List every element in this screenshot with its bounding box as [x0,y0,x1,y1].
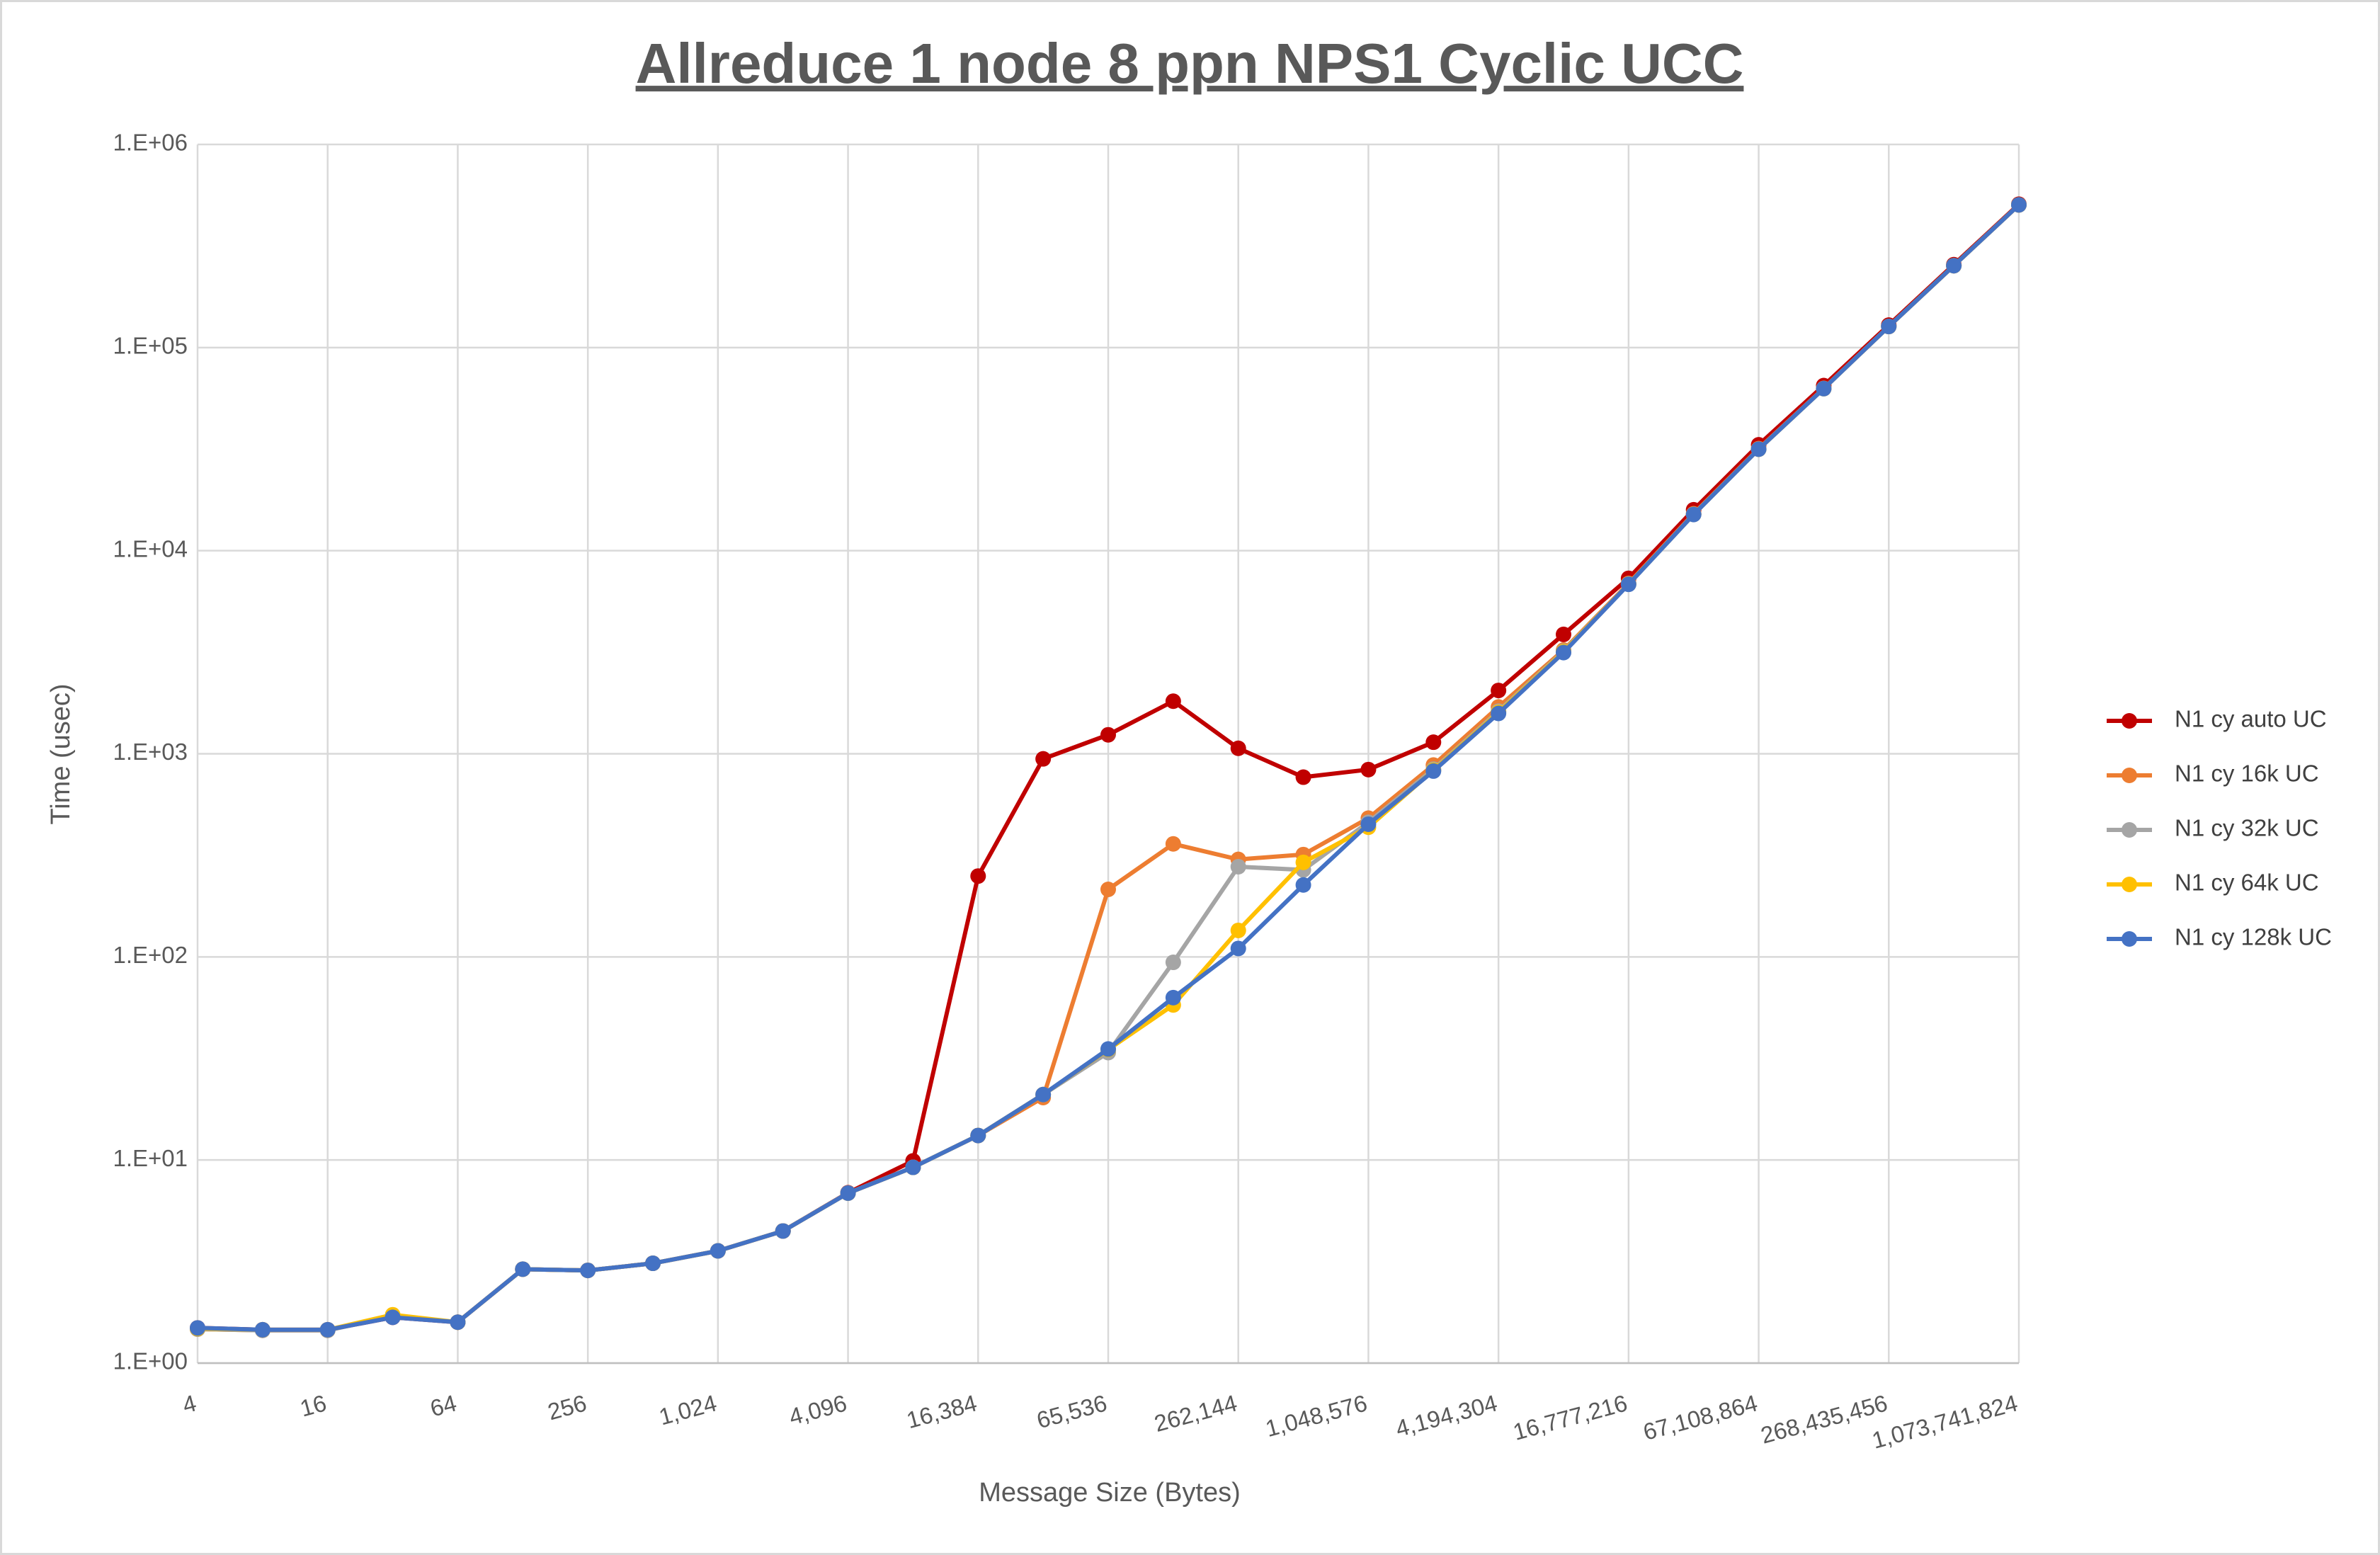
data-point [1165,955,1181,971]
data-point [385,1309,401,1326]
data-point [775,1223,791,1239]
data-point [450,1314,466,1331]
data-point [1165,836,1181,852]
data-point [1556,644,1571,661]
data-point [1230,858,1246,875]
legend-label: N1 cy auto UC [2175,706,2327,732]
y-tick-label: 1.E+03 [113,739,188,765]
data-point [1816,380,1832,397]
data-point [1100,1041,1116,1057]
legend-marker [2122,877,2137,892]
data-point [515,1261,531,1277]
y-tick-label: 1.E+02 [113,942,188,968]
data-point [1881,319,1897,335]
data-point [254,1321,271,1338]
data-point [1685,506,1702,523]
data-point [1035,1086,1052,1103]
data-point [190,1320,205,1336]
y-tick-label: 1.E+00 [113,1348,188,1374]
legend-label: N1 cy 64k UC [2175,870,2319,896]
data-point [1165,693,1181,710]
legend-label: N1 cy 16k UC [2175,761,2319,787]
data-point [1556,626,1571,642]
legend-label: N1 cy 128k UC [2175,924,2332,950]
data-point [970,1127,986,1144]
data-point [1620,576,1636,593]
y-tick-label: 1.E+04 [113,535,188,562]
data-point [970,868,986,884]
data-point [319,1321,336,1338]
y-axis-title: Time (usec) [46,683,76,824]
y-tick-label: 1.E+06 [113,130,188,156]
data-point [1100,881,1116,897]
data-point [1491,683,1507,699]
data-point [1425,763,1442,779]
data-point [1230,740,1246,756]
legend-marker [2122,713,2137,729]
data-point [1295,854,1311,870]
data-point [1750,441,1767,457]
data-point [1035,751,1052,767]
data-point [645,1255,661,1272]
data-point [2011,197,2027,213]
data-point [1425,734,1442,751]
data-point [1360,761,1377,778]
data-point [1946,258,1962,274]
legend-marker [2122,822,2137,838]
legend: N1 cy auto UC N1 cy 16k UC N1 cy 32k UC N1 … [2107,706,2332,950]
data-point [1295,877,1311,893]
legend-marker [2122,768,2137,783]
data-point [1230,940,1246,957]
data-point [1165,989,1181,1006]
data-point [1295,769,1311,785]
y-tick-label: 1.E+05 [113,333,188,359]
data-point [1491,705,1507,722]
data-point [905,1159,921,1175]
plot-area [190,196,2027,1338]
data-point [840,1185,856,1201]
data-point [710,1243,726,1259]
data-point [1360,816,1377,832]
data-point [580,1263,596,1279]
chart-title: Allreduce 1 node 8 ppn NPS1 Cyclic UCC [636,32,1744,95]
data-point [1230,922,1246,938]
x-axis-title: Message Size (Bytes) [979,1478,1241,1508]
legend-marker [2122,931,2137,947]
y-tick-label: 1.E+01 [113,1145,188,1171]
legend-label: N1 cy 32k UC [2175,815,2319,841]
data-point [1100,727,1116,743]
